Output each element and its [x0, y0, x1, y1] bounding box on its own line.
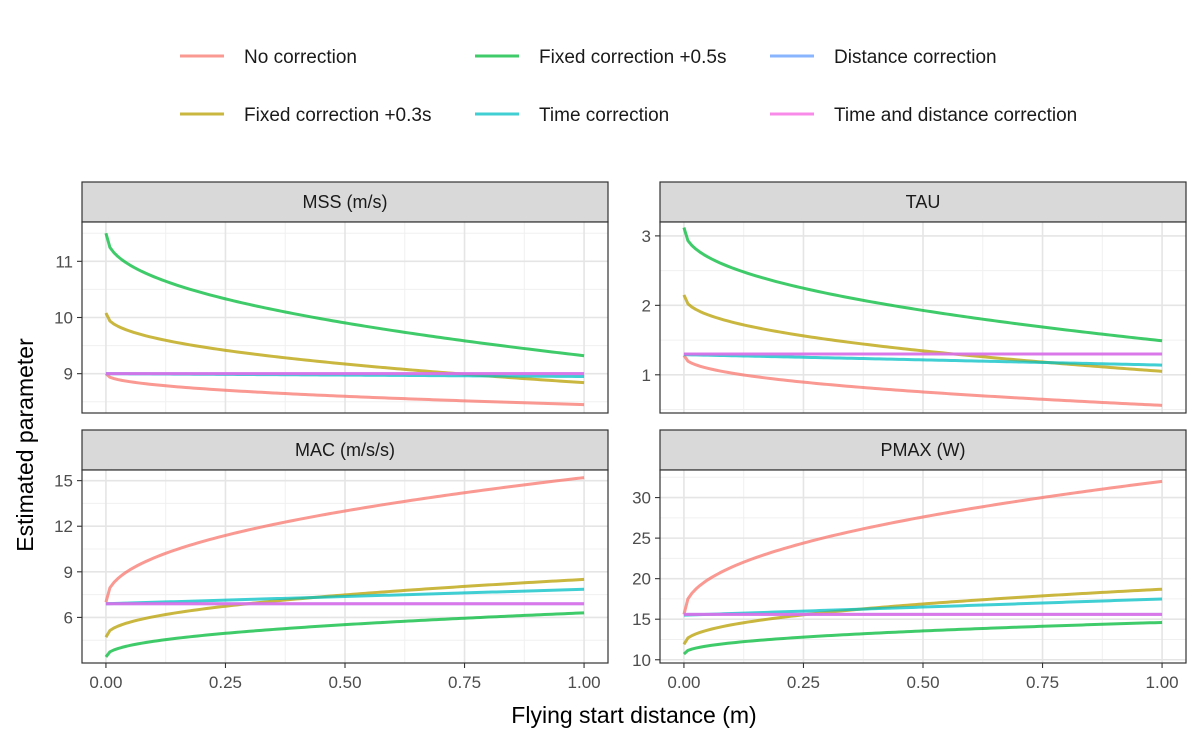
y-tick-label: 20 [632, 570, 651, 589]
facet-panel: MSS (m/s) 9 10 11 [54, 181, 609, 414]
y-tick-label: 1 [642, 366, 651, 385]
legend-item: Time correction [475, 105, 669, 126]
legend-item: Time and distance correction [770, 105, 1077, 126]
series-lines [682, 227, 1163, 407]
series-line [104, 577, 585, 638]
legend-item: Fixed correction +0.5s [475, 47, 726, 68]
panel-border [81, 221, 609, 414]
legend-label: Distance correction [834, 47, 997, 68]
facet-strip-label: PMAX (W) [881, 440, 966, 460]
legend-label: Time correction [539, 105, 669, 126]
facet-strip-label: TAU [906, 192, 941, 212]
y-tick-label: 6 [64, 608, 73, 627]
panel-border [659, 221, 1187, 414]
facet-strip [81, 429, 609, 471]
legend-label: Time and distance correction [834, 105, 1077, 126]
panel-border [659, 469, 1187, 664]
series-line [682, 479, 1163, 615]
y-tick-label: 15 [632, 610, 651, 629]
x-tick-label: 0.25 [209, 673, 242, 692]
y-tick-label: 9 [64, 563, 73, 582]
y-tick-label: 25 [632, 529, 651, 548]
series-lines [104, 476, 585, 658]
series-lines [104, 232, 585, 407]
series-line [682, 620, 1163, 656]
series-line [682, 294, 1163, 373]
series-line [682, 354, 1163, 407]
facet-strip-label: MSS (m/s) [303, 192, 388, 212]
facet-panel: TAU 1 2 3 [642, 181, 1187, 414]
series-line [683, 353, 1163, 367]
series-line [105, 587, 585, 606]
x-tick-label: 0.00 [89, 673, 122, 692]
x-tick-label: 0.25 [787, 673, 820, 692]
legend-item: No correction [180, 47, 357, 68]
x-tick-label: 0.75 [448, 673, 481, 692]
y-tick-label: 3 [642, 227, 651, 246]
y-tick-label: 30 [632, 489, 651, 508]
y-tick-label: 2 [642, 296, 651, 315]
y-tick-label: 10 [632, 651, 651, 670]
legend-label: Fixed correction +0.5s [539, 47, 726, 68]
facet-strip [659, 429, 1187, 471]
facet-strip-label: MAC (m/s/s) [295, 440, 395, 460]
series-line [682, 227, 1163, 343]
series-line [682, 587, 1163, 646]
legend-item: Fixed correction +0.3s [180, 105, 431, 126]
facet-strip [659, 181, 1187, 223]
x-tick-label: 1.00 [1146, 673, 1179, 692]
y-tick-label: 9 [64, 365, 73, 384]
series-lines [682, 479, 1163, 656]
x-tick-label: 0.50 [328, 673, 361, 692]
series-line [104, 372, 585, 407]
panel-border [81, 469, 609, 664]
series-line [104, 611, 585, 658]
y-tick-label: 15 [54, 472, 73, 491]
x-tick-label: 0.50 [906, 673, 939, 692]
series-line [683, 597, 1163, 617]
legend-label: Fixed correction +0.3s [244, 105, 431, 126]
legend-label: No correction [244, 47, 357, 68]
y-axis-title: Estimated parameter [12, 338, 38, 552]
gridlines [82, 470, 608, 663]
y-tick-label: 11 [55, 252, 73, 271]
series-line [104, 476, 585, 603]
legend-item: Distance correction [770, 47, 997, 68]
series-line [104, 232, 585, 358]
y-tick-label: 12 [54, 517, 73, 536]
x-tick-label: 1.00 [568, 673, 601, 692]
y-tick-label: 10 [54, 309, 73, 328]
legend: No correction Fixed correction +0.3s Fixed… [180, 47, 1077, 126]
x-tick-label: 0.75 [1026, 673, 1059, 692]
facet-panel: PMAX (W) 0.00 0.25 0.50 0.75 1.00 10 15 20 25 30 [632, 429, 1187, 692]
x-axis-title: Flying start distance (m) [511, 702, 756, 728]
facet-panel: MAC (m/s/s) 0.00 0.25 0.50 0.75 1.00 6 9 12 15 [54, 429, 609, 692]
facet-strip [81, 181, 609, 223]
x-tick-label: 0.00 [667, 673, 700, 692]
